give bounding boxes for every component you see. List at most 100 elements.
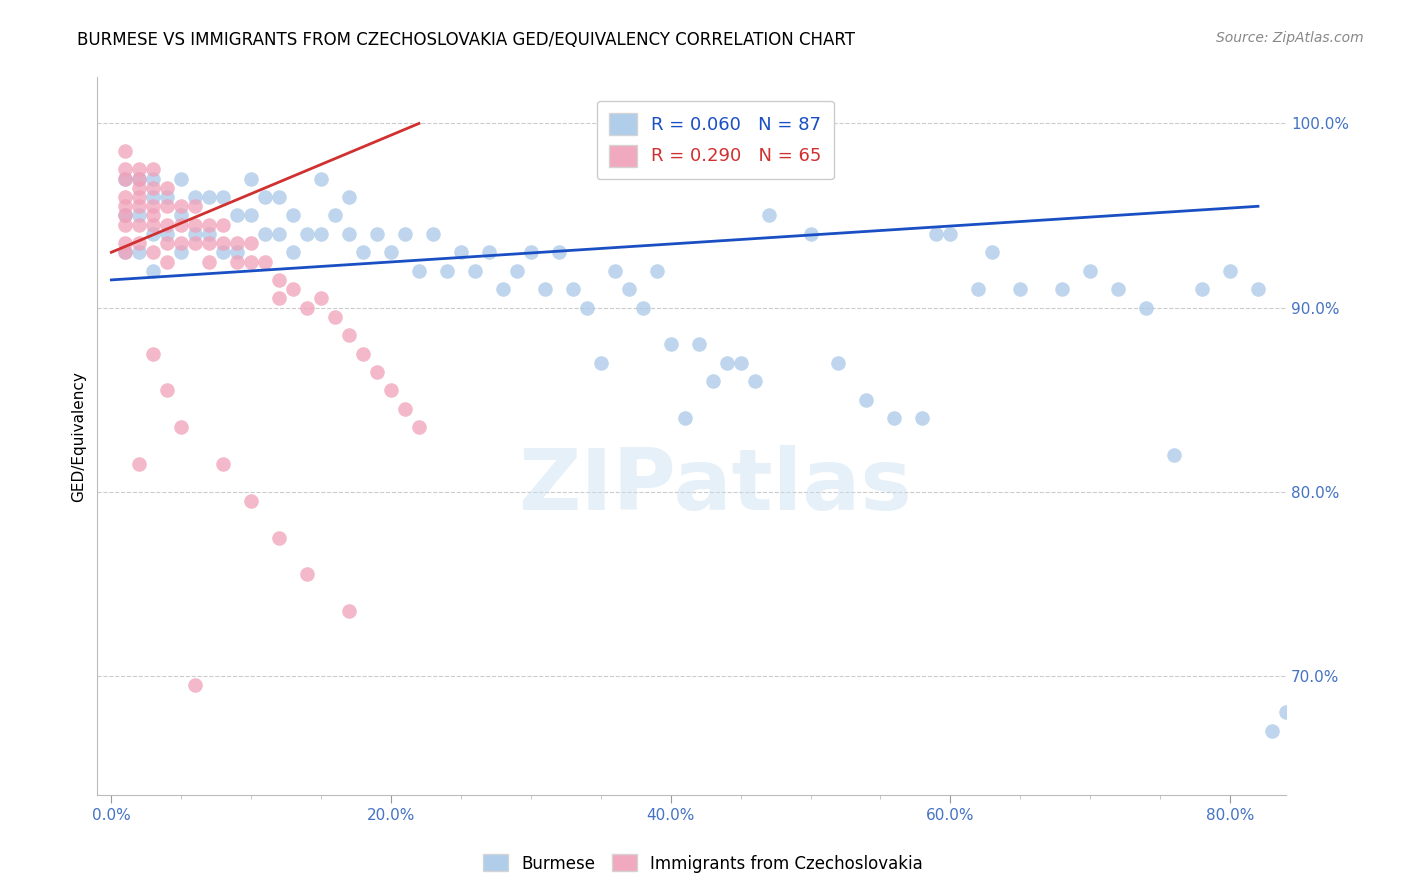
Point bbox=[1107, 282, 1129, 296]
Point bbox=[156, 190, 179, 204]
Point bbox=[631, 301, 654, 315]
Point bbox=[436, 263, 458, 277]
Point bbox=[295, 227, 318, 241]
Point bbox=[114, 190, 136, 204]
Point bbox=[1010, 282, 1032, 296]
Point bbox=[281, 245, 304, 260]
Point bbox=[688, 337, 710, 351]
Point bbox=[114, 162, 136, 177]
Point bbox=[184, 678, 207, 692]
Point bbox=[128, 171, 150, 186]
Point bbox=[394, 401, 416, 416]
Point bbox=[1191, 282, 1213, 296]
Point bbox=[561, 282, 583, 296]
Point bbox=[170, 171, 193, 186]
Point bbox=[827, 356, 849, 370]
Point bbox=[226, 245, 249, 260]
Point bbox=[464, 263, 486, 277]
Point bbox=[198, 227, 221, 241]
Point bbox=[128, 162, 150, 177]
Point bbox=[534, 282, 557, 296]
Point bbox=[184, 227, 207, 241]
Point bbox=[855, 392, 877, 407]
Point bbox=[295, 567, 318, 582]
Point bbox=[478, 245, 501, 260]
Point bbox=[254, 227, 277, 241]
Point bbox=[128, 209, 150, 223]
Point bbox=[422, 227, 444, 241]
Text: BURMESE VS IMMIGRANTS FROM CZECHOSLOVAKIA GED/EQUIVALENCY CORRELATION CHART: BURMESE VS IMMIGRANTS FROM CZECHOSLOVAKI… bbox=[77, 31, 855, 49]
Point bbox=[337, 328, 360, 343]
Point bbox=[352, 245, 374, 260]
Y-axis label: GED/Equivalency: GED/Equivalency bbox=[72, 371, 86, 502]
Point bbox=[1078, 263, 1101, 277]
Point bbox=[142, 209, 165, 223]
Point bbox=[380, 245, 402, 260]
Point bbox=[323, 310, 346, 324]
Point bbox=[170, 199, 193, 213]
Point bbox=[128, 245, 150, 260]
Point bbox=[939, 227, 962, 241]
Point bbox=[925, 227, 948, 241]
Point bbox=[226, 254, 249, 268]
Point bbox=[744, 374, 766, 388]
Point bbox=[617, 282, 640, 296]
Point bbox=[254, 254, 277, 268]
Point bbox=[240, 171, 263, 186]
Point bbox=[281, 282, 304, 296]
Point bbox=[156, 384, 179, 398]
Point bbox=[114, 144, 136, 158]
Point bbox=[337, 604, 360, 618]
Point bbox=[269, 291, 291, 305]
Point bbox=[716, 356, 738, 370]
Point bbox=[212, 245, 235, 260]
Point bbox=[366, 227, 388, 241]
Point bbox=[128, 218, 150, 232]
Point bbox=[142, 263, 165, 277]
Point bbox=[142, 181, 165, 195]
Point bbox=[170, 209, 193, 223]
Point bbox=[184, 199, 207, 213]
Text: ZIPatlas: ZIPatlas bbox=[519, 445, 912, 528]
Point bbox=[114, 236, 136, 251]
Point bbox=[337, 227, 360, 241]
Point bbox=[337, 190, 360, 204]
Point bbox=[156, 254, 179, 268]
Point bbox=[198, 254, 221, 268]
Point bbox=[114, 218, 136, 232]
Legend: Burmese, Immigrants from Czechoslovakia: Burmese, Immigrants from Czechoslovakia bbox=[477, 847, 929, 880]
Point bbox=[269, 531, 291, 545]
Text: Source: ZipAtlas.com: Source: ZipAtlas.com bbox=[1216, 31, 1364, 45]
Point bbox=[408, 420, 430, 434]
Point bbox=[1163, 448, 1185, 462]
Point bbox=[170, 236, 193, 251]
Point bbox=[198, 190, 221, 204]
Point bbox=[659, 337, 682, 351]
Point bbox=[967, 282, 990, 296]
Point bbox=[114, 171, 136, 186]
Point bbox=[170, 245, 193, 260]
Point bbox=[547, 245, 569, 260]
Point bbox=[170, 218, 193, 232]
Point bbox=[352, 346, 374, 360]
Point bbox=[1135, 301, 1157, 315]
Point bbox=[269, 227, 291, 241]
Point bbox=[295, 301, 318, 315]
Point bbox=[114, 209, 136, 223]
Point bbox=[520, 245, 543, 260]
Point bbox=[281, 209, 304, 223]
Point bbox=[184, 236, 207, 251]
Point bbox=[114, 171, 136, 186]
Point bbox=[730, 356, 752, 370]
Point bbox=[645, 263, 668, 277]
Point bbox=[380, 384, 402, 398]
Point bbox=[212, 236, 235, 251]
Point bbox=[883, 411, 905, 425]
Point bbox=[142, 245, 165, 260]
Point bbox=[450, 245, 472, 260]
Point bbox=[603, 263, 626, 277]
Point bbox=[156, 181, 179, 195]
Point bbox=[156, 199, 179, 213]
Point bbox=[269, 273, 291, 287]
Point bbox=[142, 227, 165, 241]
